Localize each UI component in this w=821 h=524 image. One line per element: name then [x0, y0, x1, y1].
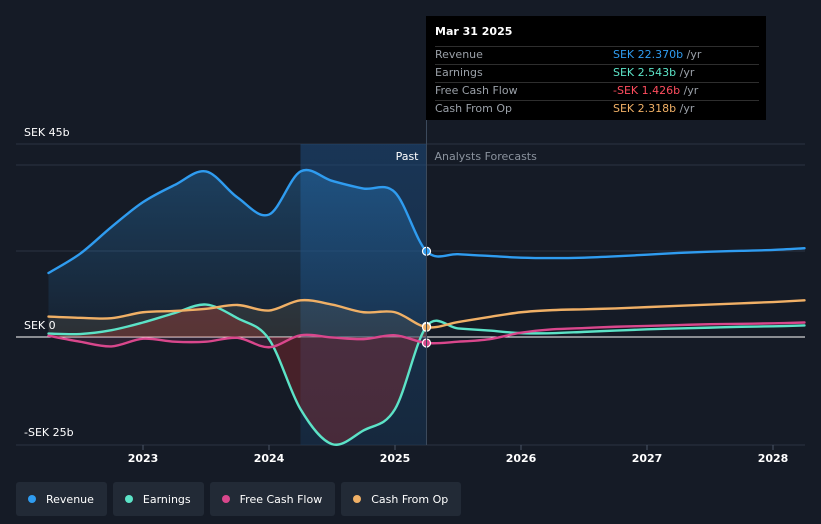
legend-label: Cash From Op [371, 492, 449, 506]
y-axis-label: SEK 0 [24, 319, 56, 332]
tooltip-unit: /yr [680, 84, 699, 97]
earnings-area [48, 304, 427, 445]
y-axis-label: -SEK 25b [24, 426, 74, 439]
tooltip-date: Mar 31 2025 [435, 25, 513, 38]
tooltip-row-free-cash-flow: Free Cash Flow -SEK 1.426b /yr [435, 82, 759, 100]
tooltip-unit: /yr [676, 66, 695, 79]
legend-dot-icon [124, 495, 133, 503]
tooltip-value: SEK 22.370b [613, 48, 684, 61]
x-tick-label: 2023 [128, 452, 159, 465]
forecast-label: Analysts Forecasts [435, 150, 538, 163]
x-tick-label: 2026 [506, 452, 537, 465]
tooltip: Mar 31 2025 Revenue SEK 22.370b /yr Earn… [426, 16, 766, 120]
legend-label: Earnings [142, 492, 191, 506]
legend-item-free-cash-flow[interactable]: Free Cash Flow [209, 482, 336, 516]
legend-item-earnings[interactable]: Earnings [112, 482, 204, 516]
legend-dot-icon [28, 495, 36, 503]
x-axis-ticks: 2023 2024 2025 2026 2027 2028 [128, 445, 789, 465]
legend-dot-icon [353, 495, 362, 503]
x-tick-label: 2024 [254, 452, 285, 465]
legend-label: Free Cash Flow [239, 492, 323, 506]
tooltip-value: SEK 2.318b [613, 102, 677, 115]
tooltip-label: Free Cash Flow [435, 84, 518, 97]
x-tick-label: 2025 [380, 452, 411, 465]
tooltip-row-earnings: Earnings SEK 2.543b /yr [435, 64, 759, 82]
y-axis-label: SEK 45b [24, 126, 70, 139]
legend: Revenue Earnings Free Cash Flow Cash Fro… [16, 482, 462, 516]
tooltip-label: Cash From Op [435, 102, 513, 115]
chart-area: Past Analysts Forecasts SEK 45b SEK 0 -SEK… [16, 120, 806, 465]
past-label: Past [396, 150, 420, 163]
x-tick-label: 2027 [632, 452, 663, 465]
y-axis-labels: SEK 45b SEK 0 -SEK 25b [24, 126, 74, 439]
tooltip-row-revenue: Revenue SEK 22.370b /yr [435, 46, 759, 64]
x-tick-label: 2028 [758, 452, 789, 465]
tooltip-value: -SEK 1.426b [613, 84, 681, 97]
legend-label: Revenue [46, 492, 94, 506]
revenue-area [48, 170, 427, 337]
tooltip-label: Revenue [435, 48, 483, 61]
tooltip-unit: /yr [683, 48, 702, 61]
tooltip-label: Earnings [435, 66, 483, 79]
legend-item-revenue[interactable]: Revenue [16, 482, 107, 516]
tooltip-unit: /yr [676, 102, 695, 115]
legend-dot-icon [221, 495, 230, 503]
tooltip-row-cash-from-op: Cash From Op SEK 2.318b /yr [435, 100, 759, 118]
series-areas [48, 170, 427, 445]
legend-item-cash-from-op[interactable]: Cash From Op [341, 482, 462, 516]
tooltip-value: SEK 2.543b [613, 66, 677, 79]
